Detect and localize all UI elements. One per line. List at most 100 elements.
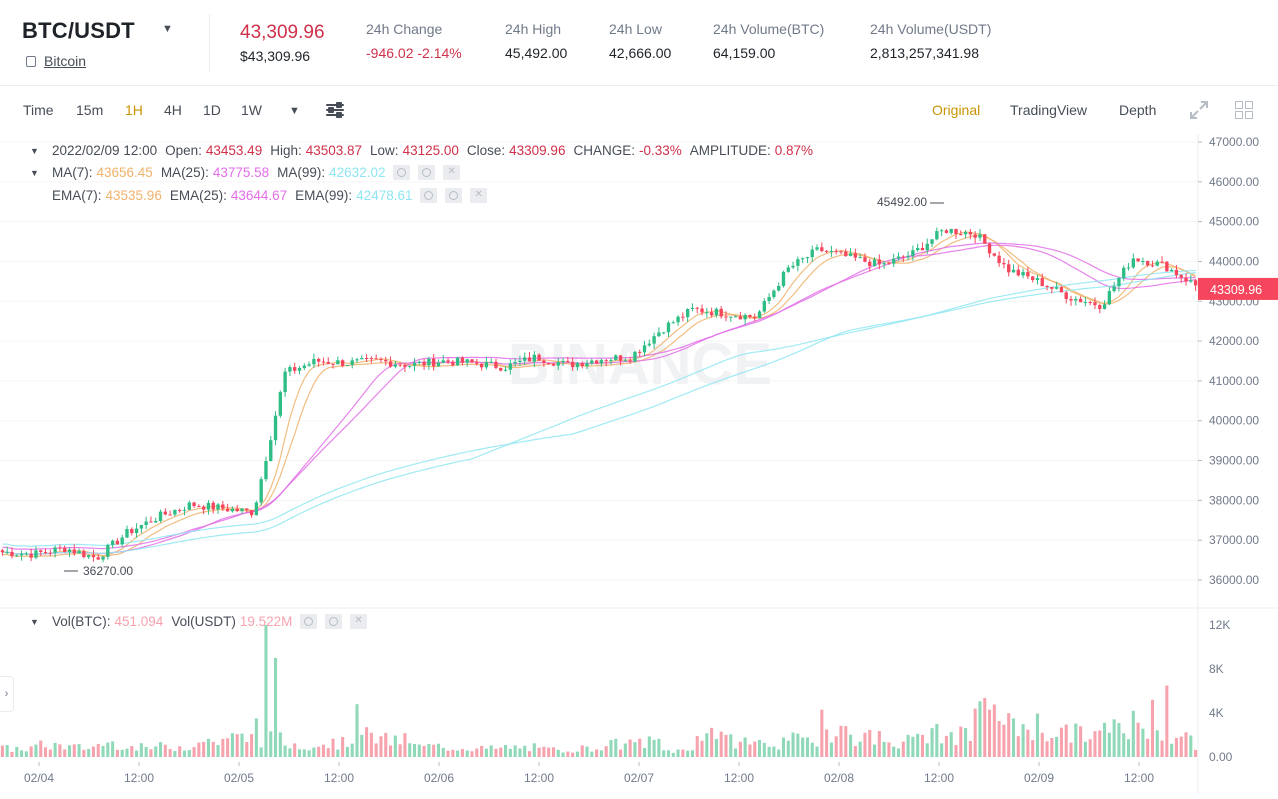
coin-info-link[interactable]: Bitcoin	[26, 53, 86, 69]
stat-value: -946.02 -2.14%	[366, 45, 462, 61]
candle-body	[1050, 287, 1054, 289]
volume-bar	[997, 721, 1001, 757]
collapse-chevron-down-icon[interactable]: ▼	[30, 616, 39, 627]
volume-bar	[777, 749, 781, 757]
time-tick-label: 02/07	[624, 771, 654, 785]
interval-1h[interactable]: 1H	[125, 102, 143, 118]
candle-body	[225, 508, 230, 512]
candle-body	[1126, 267, 1131, 269]
pair-dropdown-chevron-down-icon[interactable]: ▼	[162, 23, 173, 35]
candle-body	[307, 364, 311, 366]
volume-bar	[666, 750, 671, 757]
candle-body	[762, 300, 767, 312]
candle-body	[369, 358, 374, 360]
candle-body	[24, 553, 29, 555]
volume-bar	[475, 748, 479, 757]
interval-time[interactable]: Time	[23, 102, 54, 118]
candle-body	[547, 363, 551, 365]
candlesticks	[0, 227, 1198, 563]
coin-name[interactable]: Bitcoin	[44, 53, 87, 69]
volume-bar	[925, 743, 929, 757]
volume-bar	[1107, 732, 1111, 757]
settings-gear-icon[interactable]	[418, 165, 436, 180]
candle-body	[1098, 305, 1102, 309]
candle-body	[599, 360, 604, 364]
volume-bar	[1026, 729, 1030, 757]
interval-15m[interactable]: 15m	[76, 102, 104, 118]
chart-grid	[0, 134, 1278, 794]
candle-body	[1002, 262, 1006, 265]
price-tick-label: 45000.00	[1209, 215, 1259, 229]
visibility-eye-icon[interactable]	[393, 165, 411, 180]
candle-body	[173, 509, 177, 515]
document-icon	[26, 55, 36, 67]
candle-body	[777, 285, 781, 291]
volume-bar	[67, 745, 72, 757]
candle-body	[39, 550, 43, 553]
volume-bar	[724, 734, 728, 757]
close-icon[interactable]	[350, 614, 368, 629]
volume-bar	[580, 745, 584, 757]
volume-bar	[446, 750, 450, 757]
view-tradingview[interactable]: TradingView	[1010, 102, 1088, 118]
current-price-tag-bg	[1198, 277, 1278, 300]
volume-bar	[1059, 727, 1063, 757]
volume-bar	[250, 734, 254, 757]
candle-body	[245, 508, 249, 511]
layout-grid-icon[interactable]	[1235, 101, 1253, 119]
visibility-eye-icon[interactable]	[420, 188, 438, 203]
volume-bar	[978, 701, 982, 757]
collapse-chevron-down-icon[interactable]: ▼	[30, 145, 39, 156]
pair-title[interactable]: BTC/USDT	[22, 18, 135, 43]
fullscreen-expand-icon[interactable]	[1189, 100, 1209, 120]
volume-bar	[1112, 719, 1116, 757]
collapse-chevron-down-icon[interactable]: ▼	[30, 167, 39, 178]
kline-chart-canvas[interactable]: BINANCE 47000.0046000.0045000.0044000.00…	[0, 134, 1278, 794]
volume-bar	[182, 750, 187, 757]
volume-bar	[278, 732, 282, 757]
price-tick-label: 46000.00	[1209, 175, 1259, 189]
volume-bar	[494, 748, 498, 757]
interval-1w[interactable]: 1W	[241, 102, 262, 118]
volume-bar	[436, 743, 441, 757]
candle-body	[614, 355, 618, 361]
indicator-settings-icon[interactable]	[324, 101, 346, 119]
settings-gear-icon[interactable]	[325, 614, 343, 629]
volume-bar	[206, 738, 210, 757]
side-panel-toggle-chevron-right-icon[interactable]: ›	[0, 676, 14, 712]
price-tick-label: 36000.00	[1209, 573, 1259, 587]
candle-body	[518, 360, 522, 362]
axes: 47000.0046000.0045000.0044000.0043000.00…	[24, 135, 1259, 785]
interval-1d[interactable]: 1D	[203, 102, 221, 118]
kline-chart[interactable]: BINANCE 47000.00 46000.00 45000.00 44000.00…	[0, 134, 1278, 794]
candle-body	[685, 308, 690, 318]
candle-body	[925, 243, 929, 251]
candle-body	[96, 557, 100, 560]
interval-4h[interactable]: 4H	[164, 102, 182, 118]
volume-bar	[647, 736, 651, 757]
volume-bar	[72, 744, 76, 757]
more-intervals-chevron-down-icon[interactable]: ▼	[289, 105, 300, 117]
candle-body	[254, 502, 259, 516]
close-icon[interactable]	[443, 165, 461, 180]
volume-bar	[949, 732, 953, 757]
stat-24h-change: 24h Change -946.02 -2.14%	[366, 21, 462, 61]
stat-value: 45,492.00	[505, 45, 568, 61]
time-tick-label: 12:00	[324, 771, 354, 785]
volume-bar	[120, 749, 124, 757]
visibility-eye-icon[interactable]	[300, 614, 318, 629]
volume-bar	[527, 751, 532, 757]
close-icon[interactable]	[470, 188, 488, 203]
volume-bar	[930, 728, 934, 757]
volume-bar	[801, 737, 805, 757]
candle-body	[724, 316, 728, 318]
candle-body	[441, 360, 445, 363]
candle-body	[935, 231, 939, 240]
candle-body	[820, 247, 824, 252]
settings-gear-icon[interactable]	[445, 188, 463, 203]
candle-body	[297, 367, 302, 371]
time-tick-label: 12:00	[724, 771, 754, 785]
volume-bar	[489, 745, 493, 757]
view-depth[interactable]: Depth	[1119, 102, 1157, 118]
view-original[interactable]: Original	[932, 102, 981, 118]
